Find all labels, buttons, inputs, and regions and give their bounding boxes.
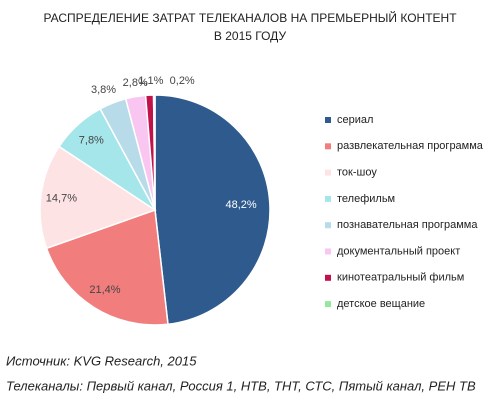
legend-label: кинотеатральный фильм bbox=[337, 272, 464, 284]
pie-slice bbox=[152, 94, 156, 211]
legend-label: сериал bbox=[337, 114, 373, 126]
legend-label: ток-шоу bbox=[337, 167, 377, 179]
data-label: 14,7% bbox=[46, 192, 77, 204]
data-label: 2,8% bbox=[123, 77, 148, 89]
chart-title: В 2015 ГОДУ bbox=[214, 29, 287, 43]
chart-title: РАСПРЕДЕЛЕНИЕ ЗАТРАТ ТЕЛЕКАНАЛОВ НА ПРЕМ… bbox=[43, 10, 457, 25]
legend-swatch bbox=[325, 195, 331, 202]
legend-swatch bbox=[325, 248, 331, 255]
data-label: 48,2% bbox=[226, 199, 257, 211]
legend-label: детское вещание bbox=[337, 298, 425, 310]
data-label: 21,4% bbox=[89, 284, 120, 296]
legend-swatch bbox=[325, 274, 331, 281]
pie-slice bbox=[39, 145, 157, 250]
source-note: Источник: KVG Research, 2015 bbox=[6, 353, 197, 368]
data-label: 3,8% bbox=[91, 84, 116, 96]
legend-label: телефильм bbox=[337, 193, 395, 205]
data-label: 7,8% bbox=[79, 134, 104, 146]
channels-note: Телеканалы: Первый канал, Россия 1, НТВ,… bbox=[6, 378, 476, 393]
legend-swatch bbox=[325, 301, 331, 308]
legend-label: познавательная программа bbox=[337, 219, 478, 231]
legend-label: документальный проект bbox=[337, 245, 460, 257]
legend-swatch bbox=[325, 143, 331, 150]
pie-slice bbox=[45, 208, 169, 326]
data-label: 1,1% bbox=[138, 75, 163, 87]
legend-swatch bbox=[325, 222, 331, 229]
legend-swatch bbox=[325, 117, 331, 123]
pie-slice bbox=[154, 94, 271, 326]
legend-swatch bbox=[325, 169, 331, 176]
legend-label: развлекательная программа bbox=[337, 140, 484, 152]
data-label: 0,2% bbox=[170, 75, 195, 87]
